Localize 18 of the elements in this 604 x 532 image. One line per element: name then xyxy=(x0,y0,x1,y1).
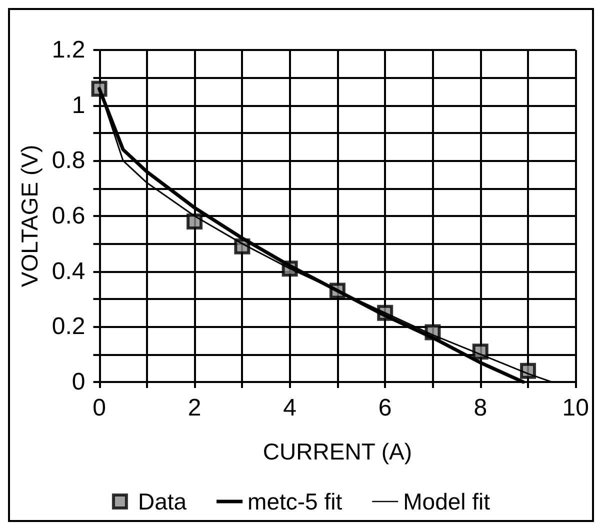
x-tick-label: 6 xyxy=(378,394,392,422)
y-axis-title: VOLTAGE (V) xyxy=(16,144,42,288)
y-tick-label: 0.6 xyxy=(52,202,86,230)
x-tick-label: 10 xyxy=(562,394,590,422)
y-tick-label: 1.2 xyxy=(52,36,86,64)
y-tick-label: 0.2 xyxy=(52,313,86,340)
y-tick-label: 0 xyxy=(72,368,86,396)
x-tick-label: 2 xyxy=(188,394,202,422)
x-tick-label: 0 xyxy=(92,394,106,422)
y-tick-label: 1 xyxy=(72,92,86,119)
x-tick-label: 8 xyxy=(474,394,488,422)
y-tick-label: 0.8 xyxy=(52,147,86,174)
legend-label: Data xyxy=(138,488,187,514)
x-axis-title: CURRENT (A) xyxy=(262,438,412,464)
legend-label: Model fit xyxy=(403,488,491,514)
x-tick-label: 4 xyxy=(283,394,296,422)
legend-label: metc-5 fit xyxy=(248,488,343,514)
y-tick-label: 0.4 xyxy=(52,258,86,285)
